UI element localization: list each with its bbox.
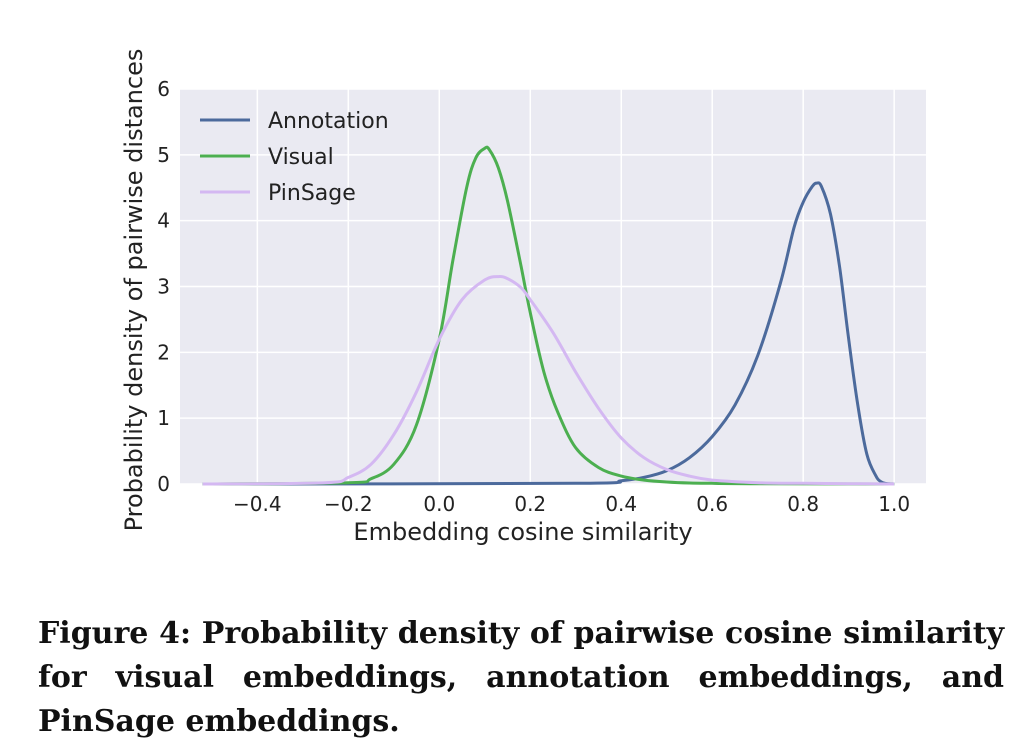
y-axis-label: Probability density of pairwise distance… xyxy=(120,49,148,532)
legend-label-pinsage: PinSage xyxy=(268,181,356,206)
y-tick-label: 2 xyxy=(157,340,170,364)
legend-label-annotation: Annotation xyxy=(268,109,389,134)
y-tick-label: 0 xyxy=(157,472,170,496)
x-tick-label: 1.0 xyxy=(878,492,910,516)
x-tick-label: 0.0 xyxy=(423,492,455,516)
y-tick-label: 1 xyxy=(157,406,170,430)
x-tick-label: 0.6 xyxy=(696,492,728,516)
x-axis-label: Embedding cosine similarity xyxy=(353,518,692,546)
legend-label-visual: Visual xyxy=(268,145,334,170)
y-tick-label: 5 xyxy=(157,143,170,167)
figure-caption: Figure 4: Probability density of pairwis… xyxy=(38,616,1004,739)
series-line-visual xyxy=(202,145,895,486)
y-tick-labels: 0 1 2 3 4 5 6 xyxy=(157,77,170,496)
x-tick-label: 0.8 xyxy=(787,492,819,516)
x-tick-label: −0.2 xyxy=(324,492,373,516)
y-tick-label: 6 xyxy=(157,77,170,101)
x-tick-label: 0.2 xyxy=(514,492,546,516)
y-tick-label: 4 xyxy=(157,209,170,233)
series-line-pinsage xyxy=(202,275,895,486)
x-tick-label: −0.4 xyxy=(233,492,282,516)
legend: Annotation Visual PinSage xyxy=(200,109,389,206)
y-tick-label: 3 xyxy=(157,275,170,299)
chart: −0.4 −0.2 0.0 0.2 0.4 0.6 0.8 1.0 0 1 2 3 4 5 6 Embed… xyxy=(120,49,926,546)
x-tick-label: 0.4 xyxy=(605,492,637,516)
series-lines xyxy=(202,145,895,486)
x-tick-labels: −0.4 −0.2 0.0 0.2 0.4 0.6 0.8 1.0 xyxy=(233,492,910,516)
